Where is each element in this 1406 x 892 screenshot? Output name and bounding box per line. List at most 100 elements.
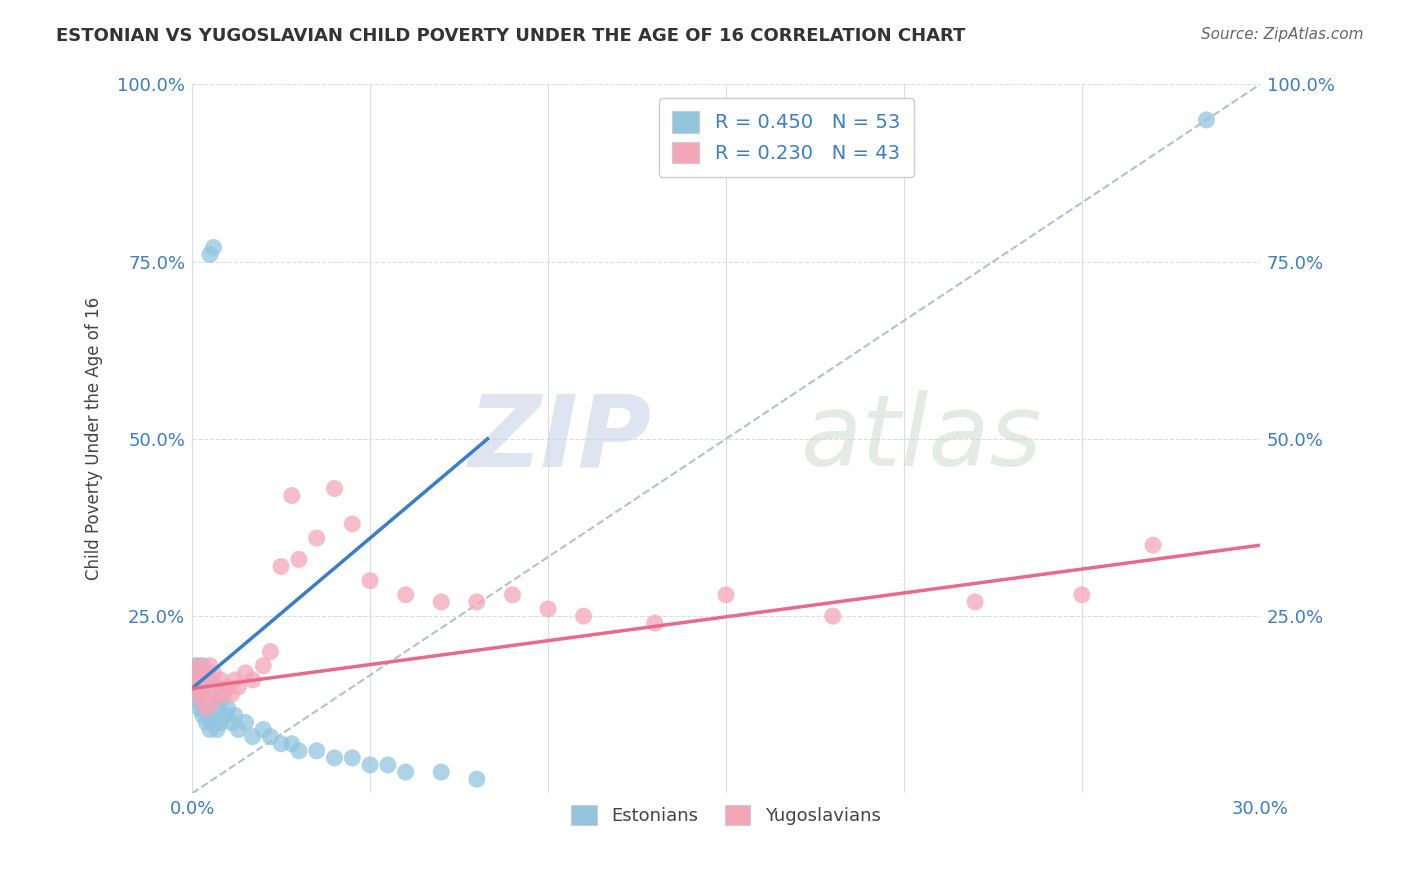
Point [217,701,239,715]
Point [572,609,595,624]
Point [219,687,242,701]
Point [198,247,221,261]
Point [191,694,214,708]
Text: ESTONIAN VS YUGOSLAVIAN CHILD POVERTY UNDER THE AGE OF 16 CORRELATION CHART: ESTONIAN VS YUGOSLAVIAN CHILD POVERTY UN… [56,27,966,45]
Point [342,516,364,531]
Point [1070,588,1092,602]
Point [395,765,418,780]
Point [212,687,235,701]
Point [184,680,207,694]
Point [465,772,488,787]
Point [288,744,311,758]
Point [191,694,214,708]
Y-axis label: Child Poverty Under the Age of 16: Child Poverty Under the Age of 16 [86,297,103,581]
Point [184,665,207,680]
Text: Source: ZipAtlas.com: Source: ZipAtlas.com [1201,27,1364,42]
Point [377,758,399,772]
Point [224,708,246,723]
Point [342,751,364,765]
Point [205,701,228,715]
Point [202,665,225,680]
Text: ZIP: ZIP [468,391,651,487]
Point [259,644,281,658]
Point [198,687,221,701]
Point [205,680,228,694]
Point [188,658,211,673]
Point [198,708,221,723]
Point [430,765,453,780]
Point [184,673,207,687]
Point [242,673,264,687]
Point [644,616,666,631]
Point [202,240,225,254]
Point [195,680,218,694]
Point [188,701,211,715]
Point [195,715,218,730]
Point [501,588,523,602]
Legend: Estonians, Yugoslavians: Estonians, Yugoslavians [562,796,890,834]
Point [270,559,292,574]
Point [305,531,328,545]
Point [188,687,211,701]
Point [281,737,304,751]
Point [1195,112,1218,127]
Point [209,715,232,730]
Point [205,723,228,737]
Point [198,673,221,687]
Point [235,715,257,730]
Point [209,673,232,687]
Point [537,602,560,616]
Point [188,665,211,680]
Text: atlas: atlas [800,391,1042,487]
Point [184,680,207,694]
Point [323,482,346,496]
Point [184,687,207,701]
Point [202,694,225,708]
Point [821,609,844,624]
Point [288,552,311,566]
Point [965,595,987,609]
Point [217,680,239,694]
Point [270,737,292,751]
Point [281,489,304,503]
Point [305,744,328,758]
Point [224,673,246,687]
Point [188,673,211,687]
Point [195,673,218,687]
Point [259,730,281,744]
Point [219,715,242,730]
Point [202,694,225,708]
Point [242,730,264,744]
Point [198,658,221,673]
Point [252,658,274,673]
Point [430,595,453,609]
Point [188,673,211,687]
Point [188,694,211,708]
Point [191,665,214,680]
Point [212,708,235,723]
Point [188,687,211,701]
Point [209,694,232,708]
Point [198,723,221,737]
Point [191,658,214,673]
Point [235,665,257,680]
Point [359,758,381,772]
Point [195,701,218,715]
Point [184,665,207,680]
Point [323,751,346,765]
Point [228,723,250,737]
Point [252,723,274,737]
Point [184,658,207,673]
Point [191,701,214,715]
Point [198,687,221,701]
Point [191,708,214,723]
Point [195,665,218,680]
Point [195,701,218,715]
Point [465,595,488,609]
Point [359,574,381,588]
Point [714,588,737,602]
Point [228,680,250,694]
Point [188,680,211,694]
Point [202,715,225,730]
Point [1142,538,1164,552]
